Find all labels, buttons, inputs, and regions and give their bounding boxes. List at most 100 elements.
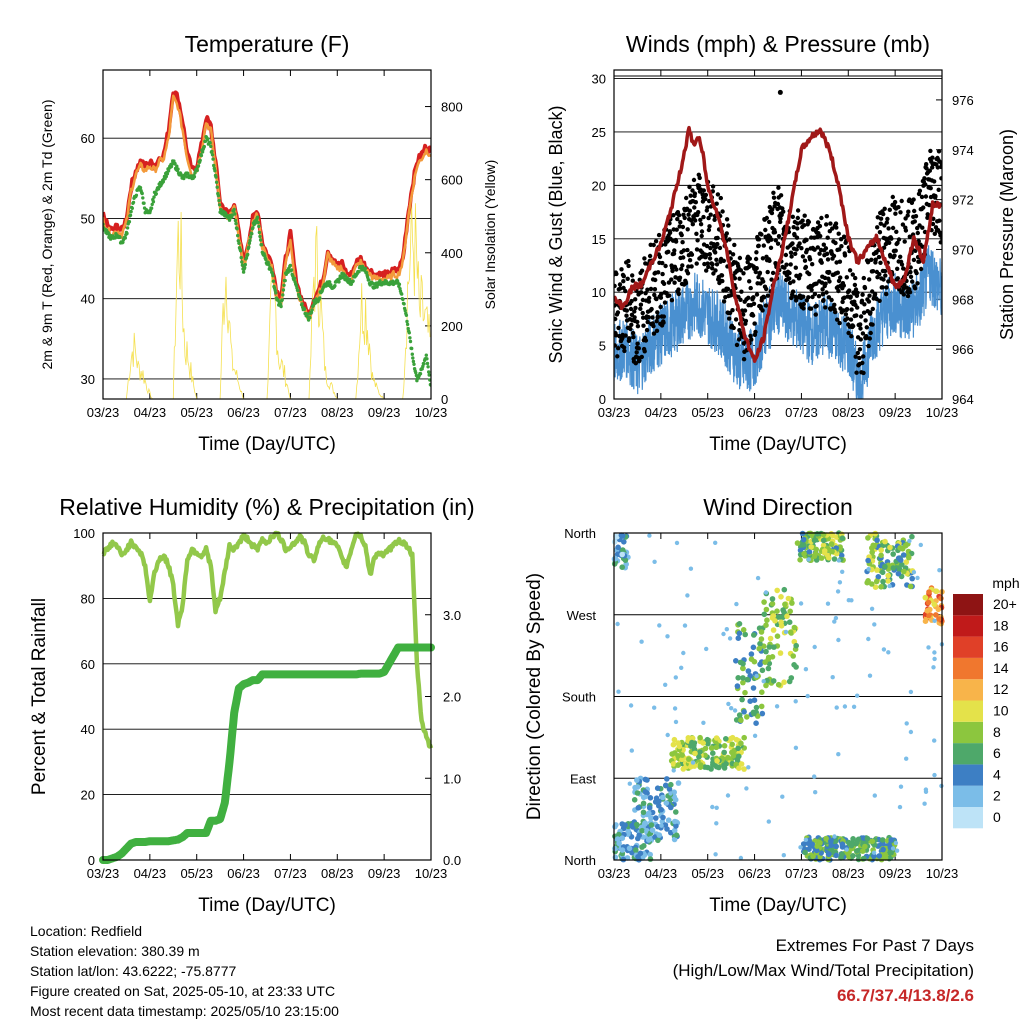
gust-point xyxy=(750,313,756,318)
dewpoint-point xyxy=(240,260,244,264)
gust-point xyxy=(810,294,815,300)
gust-point xyxy=(645,287,650,292)
x-axis-label: Time (Day/UTC) xyxy=(198,434,336,455)
dewpoint-point xyxy=(401,297,405,302)
gust-point xyxy=(923,182,928,187)
gust-point xyxy=(688,193,693,198)
x-tick-label: 04/23 xyxy=(134,866,167,881)
direction-point xyxy=(903,559,910,565)
gust-point xyxy=(761,243,766,248)
gust-point xyxy=(867,293,872,298)
direction-point xyxy=(844,847,849,852)
gust-point xyxy=(829,297,834,303)
x-tick-label: 09/23 xyxy=(879,866,912,881)
gust-point xyxy=(738,297,743,302)
direction-point xyxy=(713,744,720,751)
direction-point xyxy=(777,650,784,656)
legend-label: 10 xyxy=(993,703,1009,719)
plot-area xyxy=(99,530,435,864)
direction-point xyxy=(821,548,828,554)
x-axis-label: Time (Day/UTC) xyxy=(198,895,336,916)
direction-point xyxy=(639,827,645,834)
gust-point xyxy=(660,271,665,277)
direction-point xyxy=(922,594,929,601)
direction-point xyxy=(748,651,755,657)
gust-point xyxy=(737,276,742,281)
direction-point xyxy=(664,776,670,782)
gust-point xyxy=(654,319,659,324)
direction-point xyxy=(616,689,621,694)
gust-point xyxy=(887,207,892,212)
gust-point xyxy=(696,183,702,188)
dewpoint-point xyxy=(235,227,239,231)
x-tick-label: 03/23 xyxy=(598,866,631,881)
direction-point xyxy=(876,853,883,859)
gust-point xyxy=(875,225,880,230)
gust-point xyxy=(654,328,660,333)
direction-point xyxy=(721,762,727,769)
direction-point xyxy=(880,846,886,853)
gust-point xyxy=(669,277,674,282)
direction-point xyxy=(721,749,727,756)
direction-point xyxy=(723,736,729,742)
gust-point xyxy=(677,275,683,280)
gust-point xyxy=(924,162,929,167)
direction-point xyxy=(828,541,835,547)
direction-point xyxy=(735,675,741,681)
wind-series xyxy=(614,245,942,399)
y2-tick-label: 972 xyxy=(952,193,974,208)
direction-point xyxy=(791,662,797,668)
gust-point xyxy=(808,306,814,311)
direction-point xyxy=(742,689,748,696)
direction-point xyxy=(774,608,780,614)
gust-point xyxy=(619,267,624,272)
gust-point xyxy=(820,292,826,297)
gust-point xyxy=(694,261,699,266)
direction-point xyxy=(770,678,777,684)
gust-point xyxy=(791,225,796,230)
gust-point xyxy=(900,222,906,227)
gust-point xyxy=(720,278,725,284)
direction-point xyxy=(751,710,757,717)
dewpoint-point xyxy=(241,270,246,274)
direction-point xyxy=(798,845,803,850)
direction-point xyxy=(899,562,905,568)
gust-point xyxy=(676,287,681,292)
gust-point xyxy=(894,229,899,234)
dewpoint-point xyxy=(310,308,314,312)
direction-point xyxy=(738,855,744,861)
gust-point xyxy=(725,286,731,292)
direction-point xyxy=(879,569,886,576)
legend-title: mph xyxy=(992,575,1019,591)
direction-point xyxy=(825,601,831,606)
x-tick-label: 03/23 xyxy=(87,866,120,881)
direction-point xyxy=(757,661,763,668)
gust-point xyxy=(877,298,882,303)
x-tick-label: 08/23 xyxy=(832,405,865,420)
gust-point xyxy=(706,215,711,221)
gust-point xyxy=(623,288,628,294)
direction-point xyxy=(635,835,641,842)
x-tick-label: 03/23 xyxy=(598,405,631,420)
wind-direction-panel: 03/23 04/23 05/23 06/23 07/23 08/23 09/23 10/23… xyxy=(524,494,1020,916)
gust-point xyxy=(701,188,706,193)
x-tick-label: 08/23 xyxy=(321,866,354,881)
gust-point xyxy=(857,355,862,361)
legend-label: 14 xyxy=(993,660,1009,676)
dewpoint-point xyxy=(397,282,402,286)
gust-point xyxy=(615,354,620,359)
gust-point xyxy=(614,283,617,289)
direction-point xyxy=(633,821,640,828)
x-tick-label: 06/23 xyxy=(227,405,260,420)
pressure-series xyxy=(614,125,942,363)
direction-point xyxy=(848,842,855,849)
gust-point xyxy=(853,287,859,292)
gust-point xyxy=(858,322,863,327)
chart-title: Wind Direction xyxy=(703,494,853,520)
gust-point xyxy=(674,267,679,272)
x-tick-label: 09/23 xyxy=(368,866,401,881)
y-tick-label: 60 xyxy=(81,657,95,672)
direction-point xyxy=(837,580,843,585)
gust-point xyxy=(872,291,878,297)
direction-point xyxy=(860,839,866,846)
